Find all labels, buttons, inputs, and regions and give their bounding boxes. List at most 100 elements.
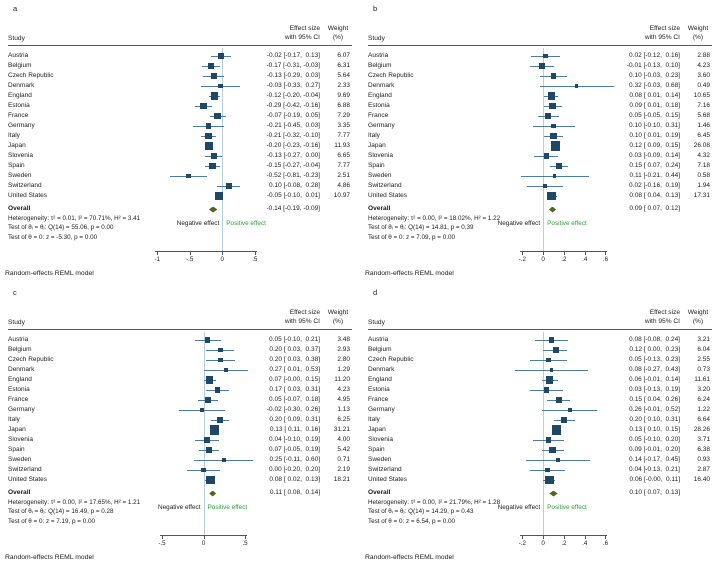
effect-size-text: 0.02 [-0.12, 0.16]: [627, 51, 680, 59]
effect-marker: [199, 408, 204, 412]
effect-size-text: 0.26 [-0.01, 0.52]: [627, 405, 680, 413]
forest-panel-c: c Study Effect size with 95% CI Weight (…: [0, 284, 360, 568]
effect-size-text: 0.08 [ 0.01, 0.14]: [627, 91, 680, 99]
study-label: France: [368, 111, 389, 119]
effect-size-text: -0.15 [-0.27, -0.04]: [266, 161, 320, 169]
effect-size-text: -0.13 [-0.29, 0.03]: [266, 71, 320, 79]
study-label: Czech Republic: [368, 355, 414, 363]
effect-size-text: -0.02 [-0.30, 0.26]: [266, 405, 320, 413]
axis-tick: [189, 251, 191, 255]
negative-effect-label: Negative effect: [497, 504, 541, 511]
test-group-text: Test of θᵢ = θⱼ: Q(14) = 55.06, p = 0.00: [8, 224, 114, 232]
zero-reference-line: [543, 48, 545, 251]
effect-header-line1: Effect size: [289, 25, 320, 32]
effect-size-text: 0.11 [-0.21, 0.44]: [627, 171, 680, 179]
effect-size-text: 0.10 [-0.08, 0.28]: [267, 181, 320, 189]
effect-marker: [555, 458, 560, 462]
study-label: Italy: [8, 415, 20, 423]
study-label: England: [368, 91, 392, 99]
effect-header-line2: with 95% CI: [284, 33, 320, 41]
effect-marker: [542, 53, 548, 59]
effect-marker: [545, 357, 551, 363]
weight-text: 4.86: [337, 181, 350, 189]
study-label: Spain: [8, 445, 25, 453]
effect-marker: [204, 437, 210, 443]
weight-text: 6.38: [697, 445, 710, 453]
weight-text: 6.04: [697, 345, 710, 353]
study-label: Slovenia: [368, 435, 393, 443]
weight-header-line2: (%): [332, 33, 344, 41]
weight-text: 2.55: [697, 355, 710, 363]
axis-tick: [605, 251, 607, 255]
effect-marker: [549, 368, 554, 372]
effect-marker: [543, 153, 550, 159]
effect-marker: [209, 425, 220, 435]
study-label: Germany: [368, 405, 395, 413]
effect-marker: [217, 52, 224, 60]
weight-text: 3.20: [697, 385, 710, 393]
header-rule: [8, 45, 352, 46]
study-label: Germany: [8, 121, 35, 129]
test-group-text: Test of θᵢ = θⱼ: Q(14) = 14.81, p = 0.39: [368, 224, 474, 232]
effect-marker: [217, 83, 223, 89]
effect-header-line2: with 95% CI: [644, 317, 680, 325]
weight-text: 18.21: [333, 475, 350, 483]
panel-letter: d: [373, 288, 378, 297]
effect-marker: [550, 141, 561, 151]
axis-tick: [522, 251, 524, 255]
weight-text: 11.61: [694, 375, 710, 383]
study-label: Japan: [8, 425, 26, 433]
overall-diamond: [209, 490, 217, 497]
effect-marker: [549, 446, 556, 454]
stats-block: Heterogeneity: τ² = 0.00, I² = 17.65%, H…: [8, 498, 140, 526]
effect-header-line2: with 95% CI: [284, 317, 320, 325]
study-label: Sweden: [8, 455, 32, 463]
test-zero-text: Test of θ = 0: z = 7.09, p = 0.00: [368, 233, 455, 241]
effect-size-text: -0.03 [-0.33, 0.27]: [266, 81, 320, 89]
weight-text: 6.25: [337, 415, 350, 423]
weight-text: 0.71: [337, 455, 350, 463]
effect-marker: [223, 367, 228, 373]
weight-text: 6.07: [337, 51, 350, 59]
overall-label: Overall: [8, 489, 31, 496]
overall-effect-text: 0.11 [ 0.08, 0.14]: [268, 489, 320, 496]
weight-header-line2: (%): [692, 33, 704, 41]
effect-marker: [200, 102, 207, 110]
effect-size-text: 0.05 [-0.10, 0.21]: [267, 335, 320, 343]
panel-letter: a: [13, 4, 18, 13]
study-label: France: [368, 395, 389, 403]
axis-tick-label: 0: [220, 255, 224, 263]
axis-line: [520, 251, 608, 252]
axis-tick: [161, 535, 163, 539]
header-rule: [368, 45, 712, 46]
weight-text: 1.13: [337, 405, 350, 413]
effect-size-text: 0.09 [-0.01, 0.20]: [627, 445, 680, 453]
weight-text: 3.71: [697, 435, 710, 443]
study-label: Austria: [8, 51, 29, 59]
stats-block: Heterogeneity: τ² = 0.01, I² = 70.71%, H…: [8, 214, 140, 242]
study-label: Austria: [368, 335, 389, 343]
effect-size-text: -0.20 [-0.23, -0.16]: [266, 141, 320, 149]
study-label: Spain: [8, 161, 25, 169]
axis-tick: [605, 535, 607, 539]
effect-marker: [222, 458, 227, 462]
effect-marker: [225, 183, 232, 189]
effect-marker: [551, 123, 556, 129]
effect-size-text: 0.13 [ 0.10, 0.15]: [627, 425, 680, 433]
axis-tick-label: -.2: [518, 539, 526, 547]
effect-size-text: 0.05 [-0.10, 0.20]: [627, 435, 680, 443]
study-label: Czech Republic: [8, 355, 54, 363]
forest-panel-a: a Study Effect size with 95% CI Weight (…: [0, 0, 360, 284]
effect-marker: [543, 387, 549, 393]
negative-effect-label: Negative effect: [157, 504, 201, 511]
effect-size-text: 0.08 [-0.27, 0.43]: [627, 365, 680, 373]
weight-text: 2.19: [337, 465, 350, 473]
negative-effect-label: Negative effect: [176, 220, 220, 227]
study-rows: Austria 0.05 [-0.10, 0.21] 3.48 Belgium 0.…: [0, 284, 360, 568]
effect-size-text: 0.05 [-0.13, 0.23]: [627, 355, 680, 363]
weight-text: 6.45: [697, 131, 710, 139]
effect-marker: [205, 142, 214, 150]
overall-diamond: [549, 490, 558, 497]
weight-header-line1: Weight: [687, 309, 709, 316]
weight-text: 3.35: [337, 121, 350, 129]
